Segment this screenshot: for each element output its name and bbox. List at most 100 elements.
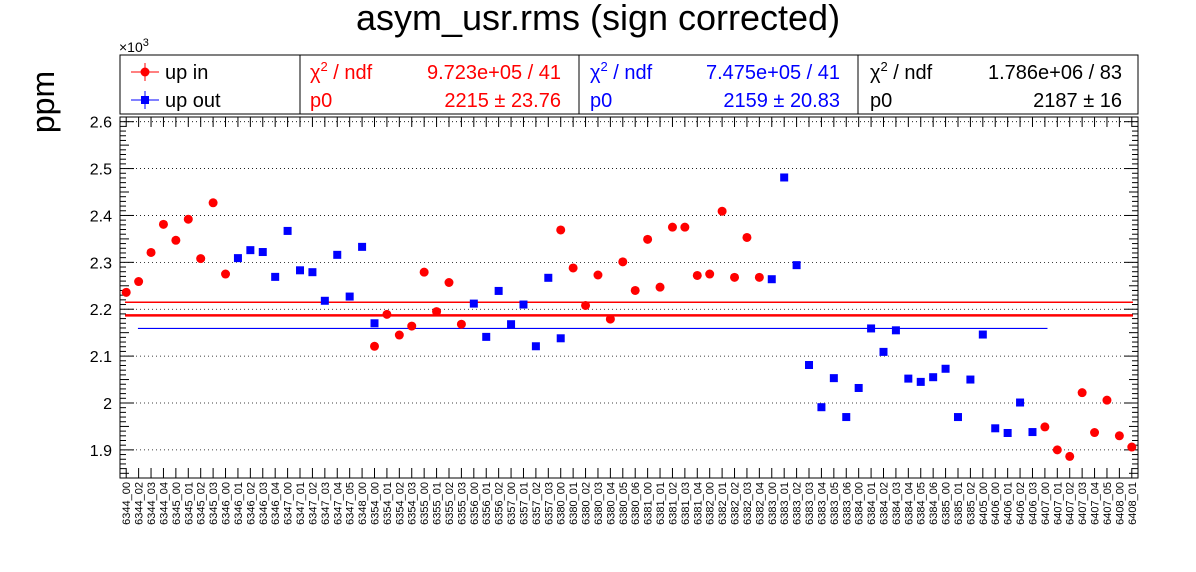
data-point-up-in (680, 222, 690, 232)
data-point-up-out (507, 320, 516, 329)
x-tick-label: 6344_02 (134, 482, 146, 525)
fit-stats-up-in: χ2 / ndf 9.723e+05 / 41 p0 2215 ± 23.76 (310, 59, 561, 112)
data-point-up-in (568, 263, 578, 273)
x-tick-label: 6380_02 (581, 482, 593, 525)
grid-lines (120, 121, 1138, 451)
y-tick-label: 2.1 (90, 349, 112, 366)
data-point-up-out (333, 250, 342, 259)
x-tick-label: 6405_00 (978, 482, 990, 525)
x-tick-label: 6382_04 (754, 482, 766, 525)
y-tick-label: 1.9 (90, 443, 112, 460)
x-tick-label: 6380_04 (605, 482, 617, 525)
x-tick-label: 6355_01 (432, 482, 444, 525)
data-point-up-in (1040, 422, 1050, 432)
data-point-up-out (854, 383, 863, 392)
x-tick-label: 6345_02 (196, 482, 208, 525)
x-tick-label: 6347_05 (345, 482, 357, 525)
x-tick-label: 6348_00 (357, 482, 369, 525)
x-tick-label: 6385_00 (941, 482, 953, 525)
data-point-up-out (953, 413, 962, 422)
x-tick-label: 6347_02 (307, 482, 319, 525)
x-tick-label: 6407_02 (1065, 482, 1077, 525)
x-tick-label: 6383_02 (792, 482, 804, 525)
x-tick-label: 6346_00 (221, 482, 233, 525)
y-multiplier-base: ×10 (119, 39, 143, 55)
x-tick-label: 6381_01 (655, 482, 667, 525)
x-tick-label: 6356_01 (481, 482, 493, 525)
x-tick-label: 6407_04 (1090, 482, 1102, 525)
fit-p0-value-up-out: 2159 ± 20.83 (723, 90, 840, 112)
y-axis-label: ppm (25, 71, 61, 133)
data-point-up-out (780, 173, 789, 182)
data-point-up-out (805, 361, 814, 370)
data-point-up-in (692, 270, 702, 280)
chart-title: asym_usr.rms (sign corrected) (356, 0, 840, 38)
y-tick-label: 2 (103, 396, 112, 413)
data-point-up-out (345, 292, 354, 301)
fit-chi2-value-combined: 1.786e+06 / 83 (988, 62, 1122, 84)
data-point-up-in (730, 272, 740, 282)
fit-chi2-value-up-in: 9.723e+05 / 41 (427, 62, 561, 84)
y-tick-label: 2.4 (90, 208, 112, 225)
legend-and-fit-box: up in up out χ2 / ndf 9.723e+05 / 41 p0 … (119, 54, 1139, 115)
x-tick-label: 6381_00 (643, 482, 655, 525)
data-point-up-out (544, 273, 553, 282)
x-tick-label: 6381_03 (680, 482, 692, 525)
data-point-up-out (767, 275, 776, 284)
data-point-up-in (134, 277, 144, 287)
data-point-up-out (519, 300, 528, 309)
x-tick-label: 6346_02 (245, 482, 257, 525)
x-tick-label: 6383_03 (804, 482, 816, 525)
data-point-up-out (829, 374, 838, 383)
data-point-up-in (456, 319, 466, 329)
data-point-up-in (618, 257, 628, 267)
data-point-up-in (742, 232, 752, 242)
y-multiplier: ×103 (119, 37, 149, 55)
fit-chi2-label-combined: χ2 / ndf (870, 59, 933, 84)
data-point-up-in (208, 198, 218, 208)
data-point-up-in (370, 341, 379, 351)
x-tick-label: 6344_00 (121, 482, 133, 525)
x-tick-label: 6383_05 (829, 482, 841, 525)
x-tick-label: 6344_03 (146, 482, 158, 525)
data-point-up-in (605, 314, 615, 324)
x-tick-label: 6384_01 (866, 482, 878, 525)
data-point-up-in (382, 309, 392, 319)
data-point-up-out (916, 377, 925, 386)
data-point-up-in (1077, 388, 1087, 398)
x-tick-label: 6381_02 (667, 482, 679, 525)
data-point-up-out (929, 373, 938, 382)
x-tick-label: 6385_02 (965, 482, 977, 525)
x-tick-label: 6345_03 (208, 482, 220, 525)
x-tick-label: 6347_00 (283, 482, 295, 525)
x-tick-label: 6382_03 (742, 482, 754, 525)
fit-p0-value-combined: 2187 ± 16 (1033, 90, 1122, 112)
fit-chi2-value-up-out: 7.475e+05 / 41 (706, 62, 840, 84)
y-multiplier-exponent: 3 (143, 37, 149, 49)
data-point-up-out (792, 261, 801, 270)
x-tick-label: 6382_01 (717, 482, 729, 525)
x-tick-label: 6354_00 (370, 482, 382, 525)
data-point-up-out (1003, 428, 1012, 437)
data-point-up-in (643, 234, 653, 244)
data-point-up-in (221, 269, 231, 279)
x-tick-label: 6383_01 (779, 482, 791, 525)
x-tick-label: 6384_02 (879, 482, 891, 525)
fit-stats-combined: χ2 / ndf 1.786e+06 / 83 p0 2187 ± 16 (870, 59, 1122, 112)
x-tick-label: 6381_04 (692, 482, 704, 525)
x-tick-label: 6384_05 (916, 482, 928, 525)
x-tick-label: 6384_04 (903, 482, 915, 525)
x-tick-label: 6347_01 (295, 482, 307, 525)
x-tick-label: 6383_04 (816, 482, 828, 525)
x-tick-label: 6383_00 (767, 482, 779, 525)
x-tick-label: 6356_00 (469, 482, 481, 525)
data-point-up-out (358, 242, 367, 251)
x-tick-label: 6406_01 (1003, 482, 1015, 525)
axes (119, 116, 1139, 479)
data-point-up-out (469, 299, 478, 308)
x-tick-label: 6384_00 (854, 482, 866, 525)
x-tick-label: 6345_00 (171, 482, 183, 525)
data-point-up-in (171, 235, 181, 245)
data-point-up-in (121, 287, 131, 297)
data-point-up-in (630, 285, 640, 295)
